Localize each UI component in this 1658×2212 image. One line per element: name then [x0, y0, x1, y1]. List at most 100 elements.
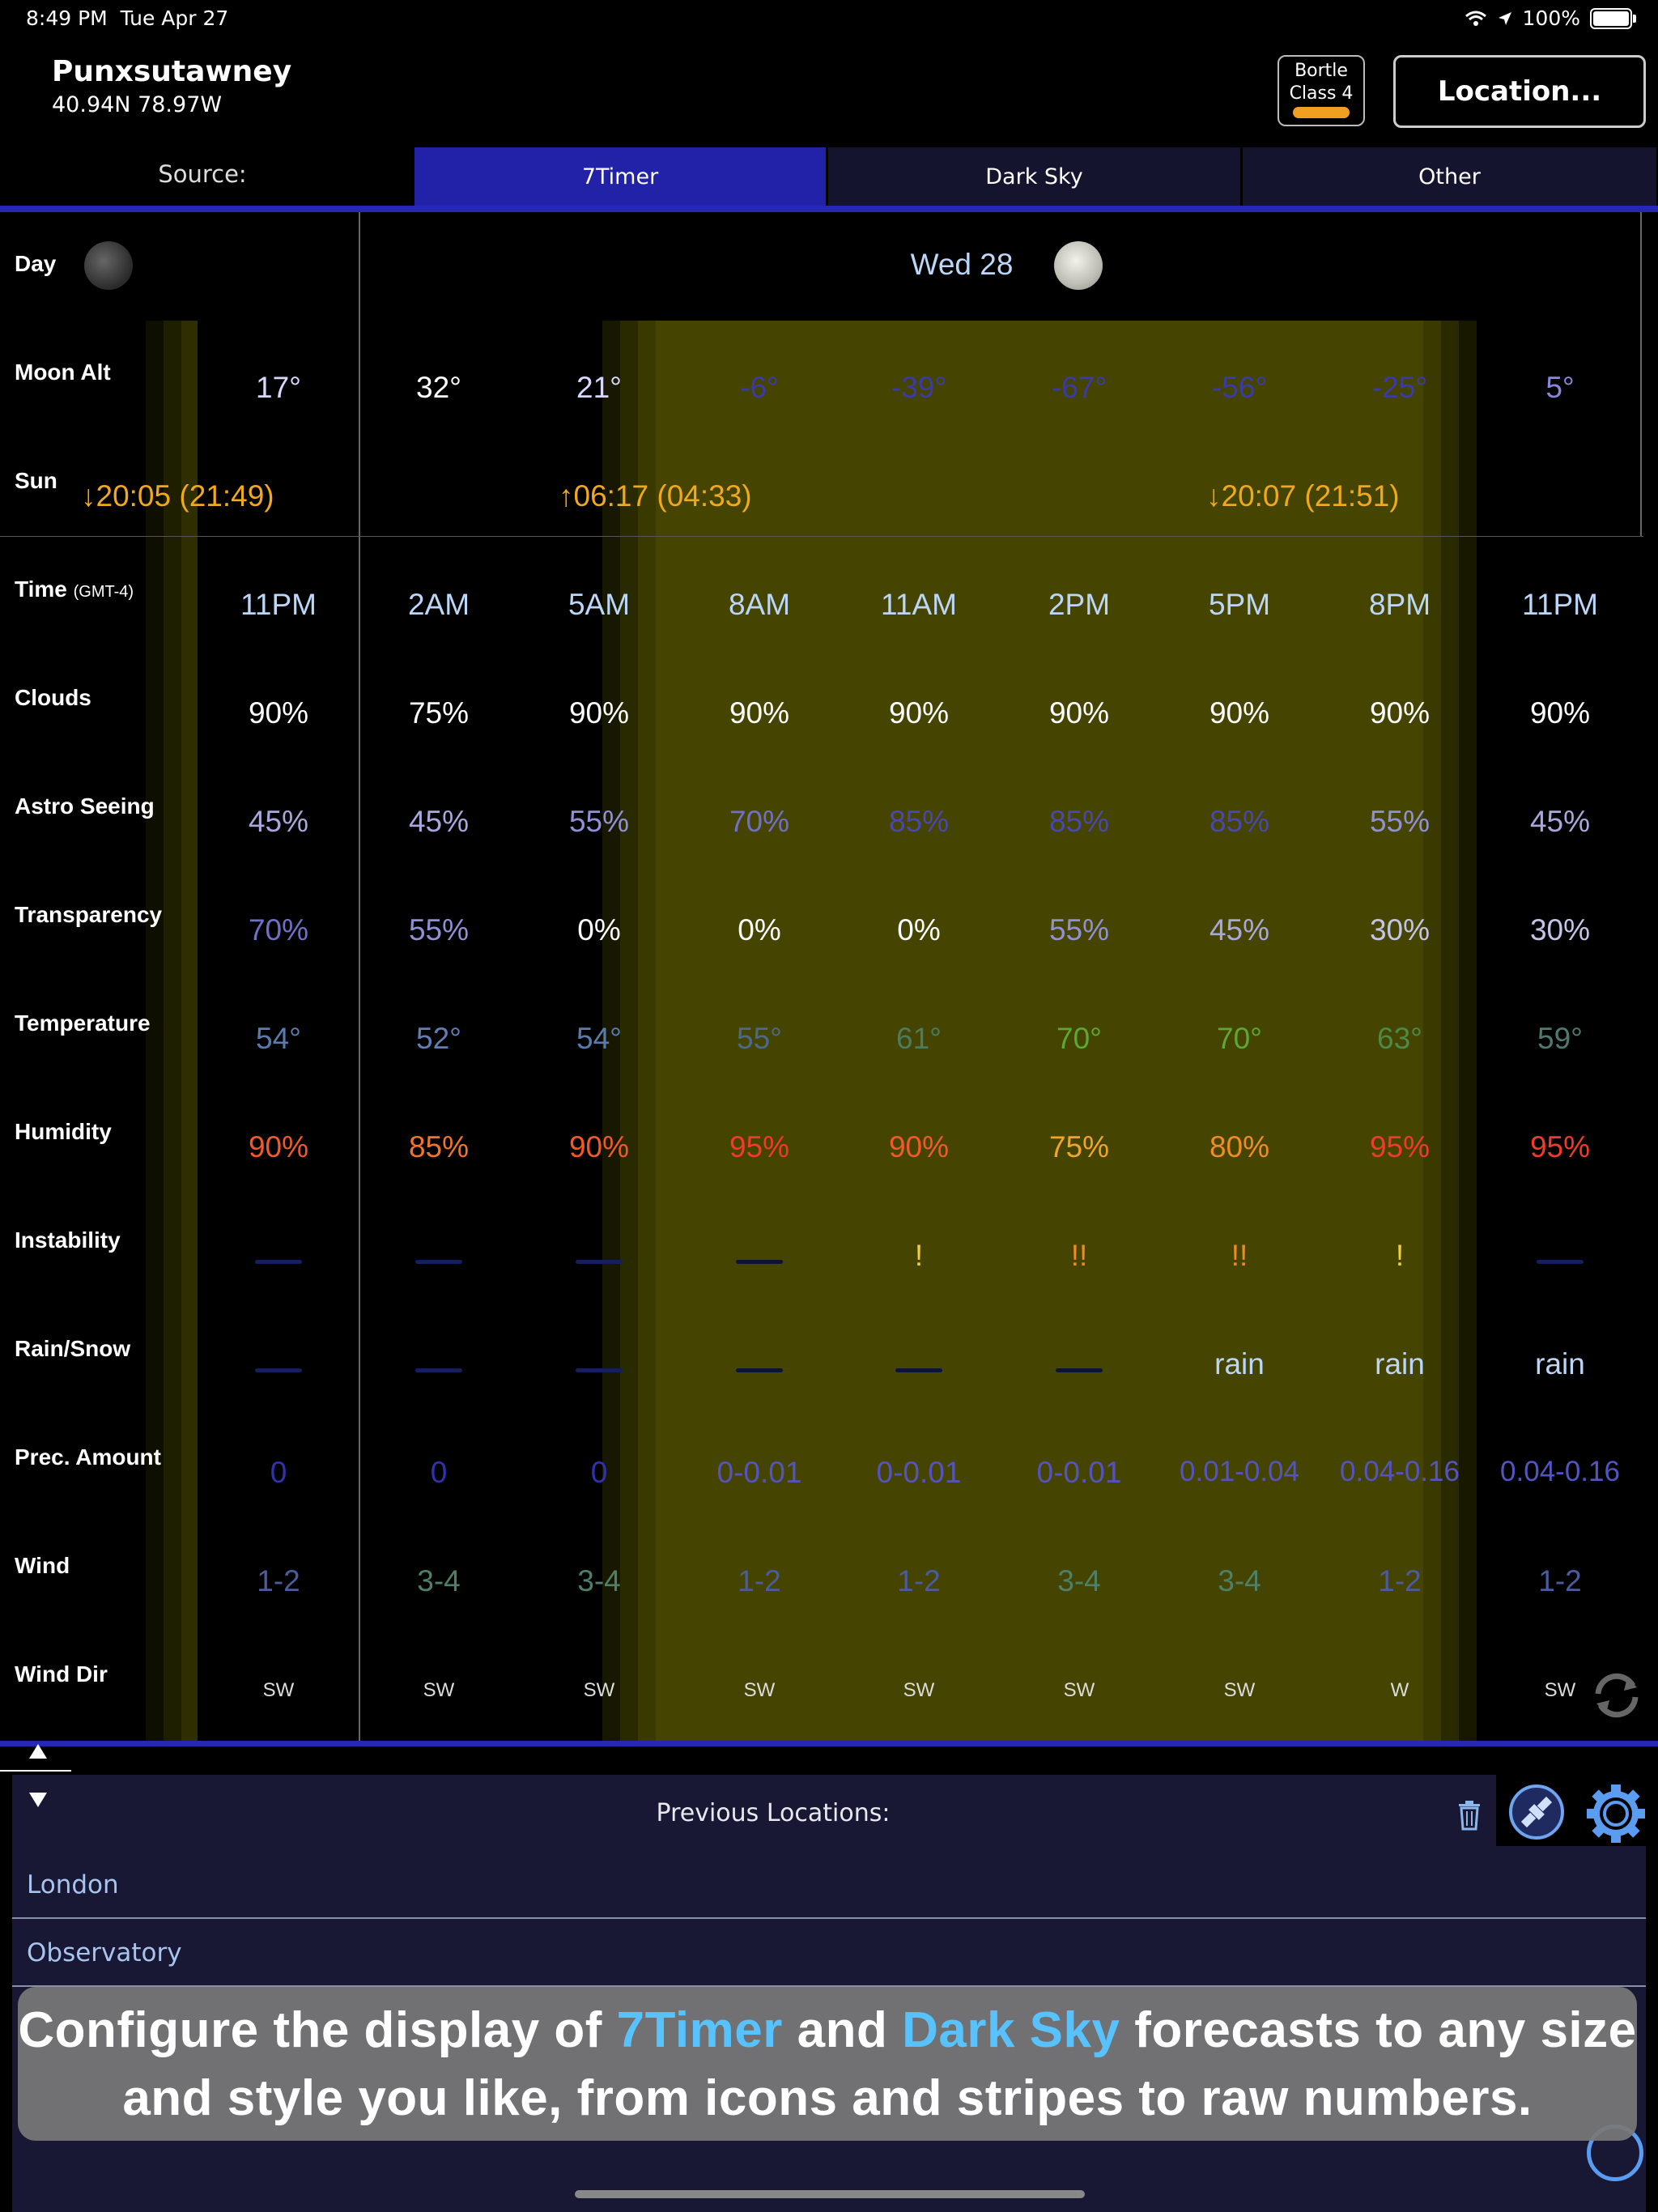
daylight-stripe: [1459, 321, 1477, 1741]
cell-instability: !: [914, 1239, 924, 1272]
cell-clouds: 90%: [1209, 696, 1270, 730]
cell-wind-dir: SW: [262, 1679, 295, 1701]
cell-seeing: 85%: [1048, 805, 1110, 838]
source-label: Source:: [158, 160, 247, 188]
location-coords: 40.94N 78.97W: [52, 92, 223, 117]
cell-instability: —: [359, 1239, 519, 1273]
cell-instability: —: [198, 1239, 359, 1273]
header-separator: [0, 536, 1643, 537]
promo-caption: Configure the display of 7Timer and Dark…: [18, 1987, 1637, 2141]
midnight-divider: [359, 212, 360, 1741]
cell-humidity: 75%: [1048, 1130, 1110, 1163]
forecast-grid[interactable]: Day Moon Alt Sun Time (GMT-4) Clouds Astro Se…: [0, 212, 1658, 1741]
cell-clouds: 75%: [408, 696, 470, 730]
cell-time: 11PM: [1522, 588, 1598, 621]
cell-rain-snow: —: [359, 1347, 519, 1381]
caption-text-1: Configure the display of: [18, 2002, 617, 2058]
cell-instability: —: [519, 1239, 679, 1273]
cell-transparency: 55%: [408, 913, 470, 946]
location-button[interactable]: Location...: [1393, 55, 1646, 128]
cell-seeing: 45%: [408, 805, 470, 838]
arrow-up-icon[interactable]: [26, 1741, 50, 1762]
cell-wind-dir: SW: [583, 1679, 615, 1701]
cell-temperature: 54°: [576, 1022, 622, 1055]
caption-highlight-7timer: 7Timer: [616, 2002, 783, 2058]
panel-divider[interactable]: [0, 1741, 1658, 1746]
cell-wind: 1-2: [897, 1564, 941, 1597]
date-text: Tue Apr 27: [120, 6, 229, 30]
cell-prec-amount: 0: [590, 1456, 608, 1489]
satellite-icon[interactable]: [1507, 1783, 1566, 1841]
cell-prec-amount: 0-0.01: [876, 1456, 962, 1489]
cell-rain-snow: rain: [1375, 1347, 1425, 1380]
empty-dash: —: [1537, 1259, 1584, 1264]
cell-clouds: 90%: [1529, 696, 1591, 730]
row-label-moon-alt: Moon Alt: [15, 359, 111, 385]
cell-moon-alt: 21°: [576, 371, 622, 404]
cell-rain-snow: —: [198, 1347, 359, 1381]
status-bar: 8:49 PM Tue Apr 27 100%: [0, 0, 1658, 37]
caption-text-3: forecasts to any size and style you like…: [122, 2002, 1637, 2126]
location-item-observatory[interactable]: Observatory: [12, 1921, 1646, 1987]
daylight-stripe: [602, 321, 620, 1741]
cell-transparency: 45%: [1209, 913, 1270, 946]
cell-temperature: 61°: [896, 1022, 942, 1055]
refresh-icon[interactable]: [1588, 1666, 1645, 1723]
empty-dash: —: [255, 1368, 302, 1372]
cell-prec-amount: 0: [270, 1456, 287, 1489]
caption-text-2: and: [782, 2002, 903, 2058]
daylight-stripe: [620, 321, 638, 1741]
row-label-transparency: Transparency: [15, 902, 163, 927]
daylight-stripe: [164, 321, 181, 1741]
cell-time: 8AM: [728, 588, 791, 621]
previous-locations-title: Previous Locations:: [656, 1799, 891, 1827]
empty-dash: —: [576, 1368, 623, 1372]
cell-instability: !: [1395, 1239, 1405, 1272]
cell-wind-dir: SW: [1063, 1679, 1095, 1701]
location-item-london[interactable]: London: [12, 1853, 1646, 1919]
cell-rain-snow: —: [679, 1347, 840, 1381]
cell-humidity: 95%: [1529, 1130, 1591, 1163]
clock-text: 8:49 PM: [26, 6, 108, 30]
daylight-stripe: [181, 321, 198, 1741]
cell-humidity: 90%: [888, 1130, 950, 1163]
bortle-badge[interactable]: Bortle Class 4: [1278, 55, 1365, 126]
home-indicator[interactable]: [575, 2190, 1085, 2198]
empty-dash: —: [415, 1259, 462, 1264]
cell-prec-amount: 0: [430, 1456, 448, 1489]
cell-clouds: 90%: [568, 696, 630, 730]
cell-moon-alt: -25°: [1371, 371, 1428, 404]
row-label-day: Day: [15, 251, 57, 276]
cell-humidity: 85%: [408, 1130, 470, 1163]
gear-icon[interactable]: [1584, 1781, 1648, 1846]
tab-7timer[interactable]: 7Timer: [414, 147, 827, 206]
sun-event: ↓20:05 (21:49): [81, 479, 274, 513]
moon-icon: [84, 241, 133, 290]
row-label-wind: Wind: [15, 1553, 70, 1578]
cell-clouds: 90%: [888, 696, 950, 730]
cell-wind: 3-4: [1057, 1564, 1101, 1597]
trash-icon[interactable]: [1456, 1799, 1483, 1831]
caption-highlight-dark-sky: Dark Sky: [902, 2002, 1120, 2058]
cell-humidity: 95%: [729, 1130, 790, 1163]
cell-humidity: 95%: [1369, 1130, 1431, 1163]
location-name: Punxsutawney: [52, 55, 292, 88]
cell-rain-snow: —: [999, 1347, 1159, 1381]
daylight-stripe: [638, 321, 656, 1741]
cell-rain-snow: rain: [1535, 1347, 1585, 1380]
cell-transparency: 0%: [577, 913, 621, 946]
cell-wind: 3-4: [417, 1564, 461, 1597]
arrow-down-icon[interactable]: [26, 1789, 50, 1810]
cell-time: 5PM: [1208, 588, 1271, 621]
cell-wind: 3-4: [1218, 1564, 1261, 1597]
cell-temperature: 63°: [1377, 1022, 1422, 1055]
day-date: Wed 28: [910, 248, 1014, 281]
cell-temperature: 70°: [1056, 1022, 1102, 1055]
cell-seeing: 70%: [729, 805, 790, 838]
tab-other[interactable]: Other: [1243, 147, 1658, 206]
cell-wind-dir: SW: [1223, 1679, 1256, 1701]
cell-instability: !!: [1231, 1239, 1248, 1272]
tab-dark-sky[interactable]: Dark Sky: [828, 147, 1242, 206]
time-label-text: Time: [15, 576, 67, 602]
cell-moon-alt: 32°: [416, 371, 461, 404]
